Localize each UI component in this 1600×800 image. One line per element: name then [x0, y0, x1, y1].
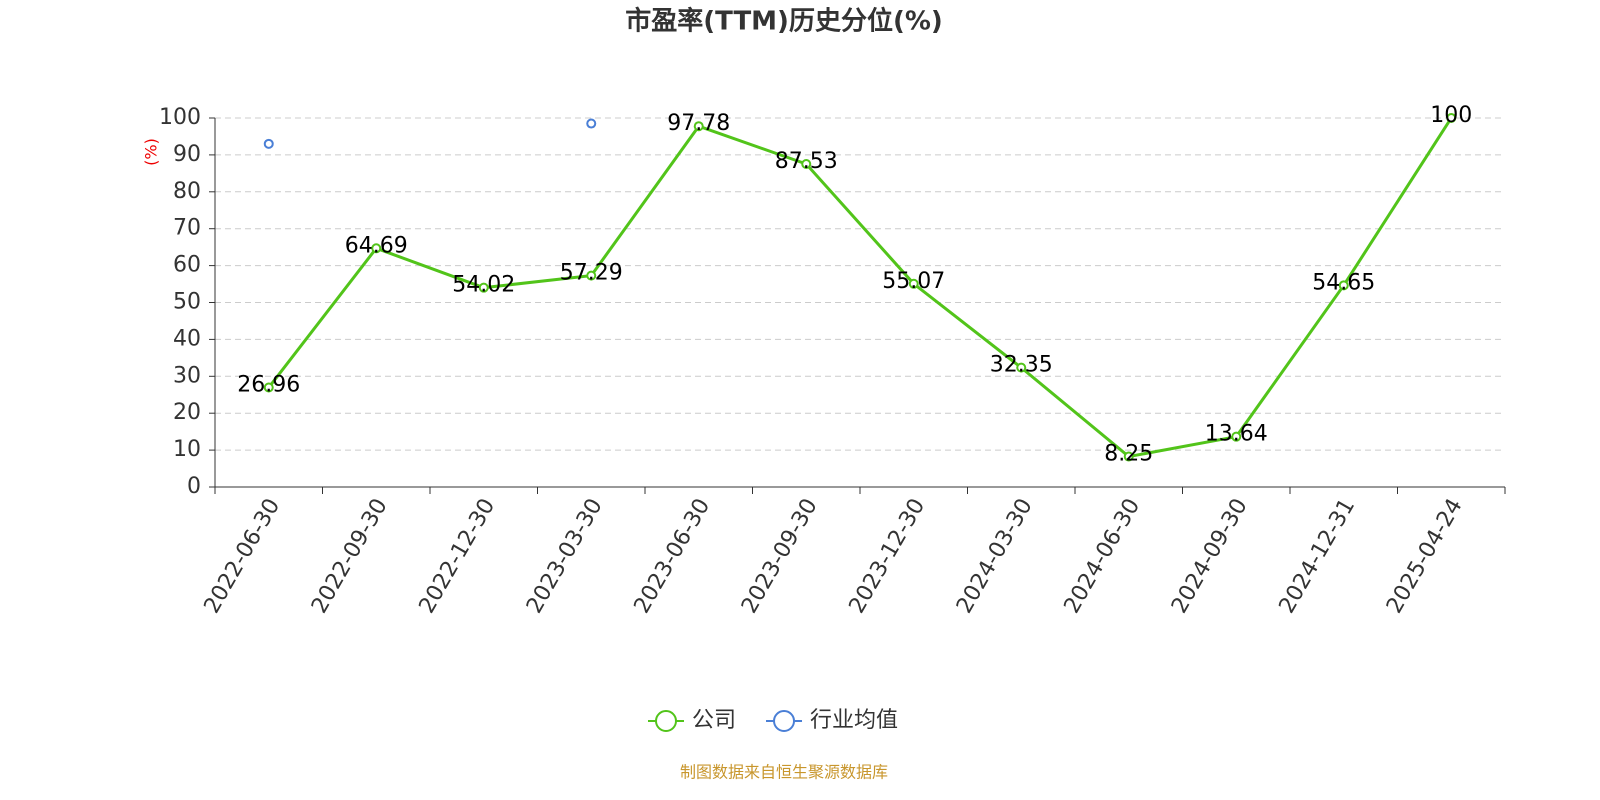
data-label: 13.64	[1205, 422, 1268, 447]
data-label: 57.29	[560, 261, 623, 286]
y-tick-label: 50	[173, 290, 201, 315]
x-tick-label: 2023-03-30	[522, 495, 608, 618]
y-tick-label: 10	[173, 437, 201, 462]
x-tick-label: 2025-04-24	[1382, 495, 1468, 618]
point	[908, 278, 919, 289]
point	[1231, 431, 1242, 442]
legend-marker	[655, 710, 677, 732]
y-tick-label: 100	[159, 105, 201, 130]
data-label: 55.07	[882, 269, 945, 294]
y-tick-label: 60	[173, 253, 201, 278]
chart-title: 市盈率(TTM)历史分位(%)	[625, 6, 943, 37]
point	[801, 159, 812, 170]
legend-label: 公司	[692, 708, 736, 733]
legend-label: 行业均值	[810, 708, 898, 733]
data-label: 87.53	[775, 149, 838, 174]
y-tick-label: 20	[173, 400, 201, 425]
y-tick-label: 90	[173, 142, 201, 167]
point	[371, 243, 382, 254]
data-label: 64.69	[345, 233, 408, 258]
x-tick-label: 2022-09-30	[307, 495, 393, 618]
x-tick-label: 2024-06-30	[1060, 495, 1146, 618]
point	[586, 118, 597, 129]
series-line	[267, 117, 1453, 459]
data-label: 26.96	[237, 373, 300, 398]
point	[693, 121, 704, 132]
source-note: 制图数据来自恒生聚源数据库	[680, 763, 888, 782]
y-axis-label: (%)	[142, 138, 161, 166]
x-tick-label: 2024-03-30	[952, 495, 1038, 618]
point	[1016, 362, 1027, 373]
y-tick-label: 0	[187, 474, 201, 499]
y-tick-label: 70	[173, 216, 201, 241]
x-tick-label: 2023-09-30	[737, 495, 823, 618]
point	[1123, 451, 1134, 462]
point	[1338, 280, 1349, 291]
point	[263, 138, 274, 149]
point	[478, 282, 489, 293]
data-label: 54.02	[452, 273, 515, 298]
y-tick-label: 30	[173, 363, 201, 388]
data-label: 97.78	[667, 111, 730, 136]
data-label: 54.65	[1312, 270, 1375, 295]
x-tick-label: 2023-06-30	[630, 495, 716, 618]
x-tick-label: 2022-12-30	[415, 495, 501, 618]
data-label: 100	[1430, 103, 1472, 128]
data-label: 8.25	[1104, 442, 1153, 467]
data-label: 32.35	[990, 353, 1053, 378]
point	[586, 270, 597, 281]
x-tick-label: 2024-12-31	[1275, 495, 1361, 618]
x-tick-label: 2022-06-30	[200, 495, 286, 618]
x-tick-label: 2023-12-30	[845, 495, 931, 618]
legend-marker	[773, 710, 796, 732]
point	[263, 382, 274, 393]
y-tick-label: 40	[173, 326, 201, 351]
x-tick-label: 2024-09-30	[1167, 495, 1253, 618]
y-tick-label: 80	[173, 179, 201, 204]
point	[1446, 113, 1457, 123]
